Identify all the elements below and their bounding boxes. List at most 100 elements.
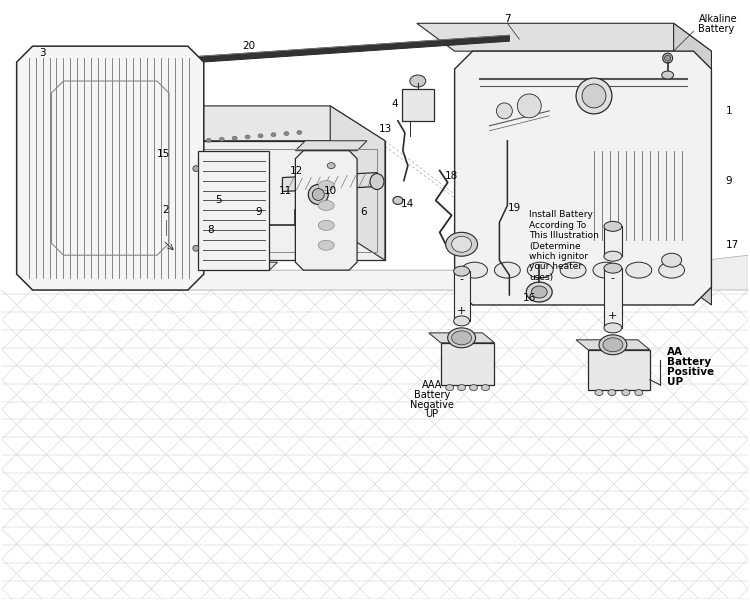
Ellipse shape xyxy=(664,55,670,61)
Ellipse shape xyxy=(604,323,622,333)
Text: 9: 9 xyxy=(725,176,732,185)
Polygon shape xyxy=(296,141,367,151)
Text: 10: 10 xyxy=(324,185,337,196)
Text: -: - xyxy=(460,274,464,284)
Ellipse shape xyxy=(370,173,384,190)
Polygon shape xyxy=(454,51,712,305)
Ellipse shape xyxy=(560,262,586,278)
Polygon shape xyxy=(136,106,385,141)
Polygon shape xyxy=(283,173,377,191)
Ellipse shape xyxy=(593,262,619,278)
Polygon shape xyxy=(604,268,622,328)
Ellipse shape xyxy=(518,94,542,118)
Text: 9: 9 xyxy=(255,208,262,217)
Polygon shape xyxy=(296,151,357,270)
Ellipse shape xyxy=(219,137,224,141)
Text: 6: 6 xyxy=(360,208,367,217)
Ellipse shape xyxy=(284,131,289,136)
Polygon shape xyxy=(198,151,269,270)
Ellipse shape xyxy=(297,130,302,134)
Ellipse shape xyxy=(494,262,520,278)
Polygon shape xyxy=(116,129,308,152)
Polygon shape xyxy=(429,333,494,343)
Ellipse shape xyxy=(604,221,622,232)
Text: AAA: AAA xyxy=(422,380,442,389)
Ellipse shape xyxy=(663,53,673,63)
Text: 2: 2 xyxy=(163,205,170,215)
Text: 17: 17 xyxy=(725,240,739,250)
Text: Negative: Negative xyxy=(410,400,454,410)
Text: 13: 13 xyxy=(378,124,392,134)
Text: 16: 16 xyxy=(523,293,536,303)
Ellipse shape xyxy=(318,181,334,191)
Ellipse shape xyxy=(142,144,146,148)
Text: 8: 8 xyxy=(207,226,214,235)
Text: +: + xyxy=(457,306,466,316)
Text: 15: 15 xyxy=(156,149,170,158)
Ellipse shape xyxy=(461,262,488,278)
Text: Positive: Positive xyxy=(667,367,714,377)
Text: 7: 7 xyxy=(504,14,511,25)
Ellipse shape xyxy=(599,335,627,355)
Ellipse shape xyxy=(458,385,466,391)
Text: 1: 1 xyxy=(725,106,732,116)
Text: 12: 12 xyxy=(290,166,303,176)
Ellipse shape xyxy=(482,385,490,391)
Text: UP: UP xyxy=(667,377,682,386)
Ellipse shape xyxy=(595,389,603,395)
Ellipse shape xyxy=(658,262,685,278)
Text: Install Battery
According To
This Illustration
(Determine
which ignitor
your hea: Install Battery According To This Illust… xyxy=(530,211,599,282)
Ellipse shape xyxy=(662,253,682,267)
Ellipse shape xyxy=(393,196,403,205)
Ellipse shape xyxy=(454,316,470,326)
Ellipse shape xyxy=(496,103,512,119)
Ellipse shape xyxy=(576,78,612,114)
Ellipse shape xyxy=(232,136,237,140)
Ellipse shape xyxy=(318,240,334,250)
Ellipse shape xyxy=(245,135,250,139)
Ellipse shape xyxy=(662,71,674,79)
Text: 18: 18 xyxy=(445,170,458,181)
Text: Battery: Battery xyxy=(667,357,711,367)
Ellipse shape xyxy=(626,262,652,278)
Ellipse shape xyxy=(603,338,622,352)
Ellipse shape xyxy=(634,389,643,395)
Ellipse shape xyxy=(470,385,478,391)
Ellipse shape xyxy=(129,145,134,149)
Text: 20: 20 xyxy=(242,41,255,51)
Text: AA: AA xyxy=(667,347,682,357)
Polygon shape xyxy=(576,340,650,350)
Polygon shape xyxy=(454,271,470,321)
Text: 19: 19 xyxy=(508,203,521,214)
Ellipse shape xyxy=(454,266,470,276)
Ellipse shape xyxy=(526,282,552,302)
Ellipse shape xyxy=(193,245,199,251)
Ellipse shape xyxy=(154,143,160,147)
Polygon shape xyxy=(92,270,619,290)
Ellipse shape xyxy=(308,185,328,205)
Text: 3: 3 xyxy=(40,48,46,58)
Ellipse shape xyxy=(622,389,630,395)
Text: 4: 4 xyxy=(392,99,398,109)
Ellipse shape xyxy=(604,263,622,273)
Text: -: - xyxy=(611,273,615,283)
Ellipse shape xyxy=(271,133,276,137)
Ellipse shape xyxy=(410,75,426,87)
Ellipse shape xyxy=(448,328,476,348)
Ellipse shape xyxy=(258,134,263,138)
Text: Battery: Battery xyxy=(413,389,450,400)
Polygon shape xyxy=(417,23,712,51)
Polygon shape xyxy=(604,226,622,256)
Ellipse shape xyxy=(318,220,334,230)
Polygon shape xyxy=(16,46,204,290)
Polygon shape xyxy=(674,23,712,305)
Ellipse shape xyxy=(167,142,172,146)
Ellipse shape xyxy=(446,385,454,391)
Text: UP: UP xyxy=(425,409,438,419)
Ellipse shape xyxy=(312,188,324,200)
Polygon shape xyxy=(190,141,385,260)
Ellipse shape xyxy=(446,232,478,256)
Polygon shape xyxy=(330,106,385,260)
Ellipse shape xyxy=(318,200,334,211)
Polygon shape xyxy=(441,343,494,385)
